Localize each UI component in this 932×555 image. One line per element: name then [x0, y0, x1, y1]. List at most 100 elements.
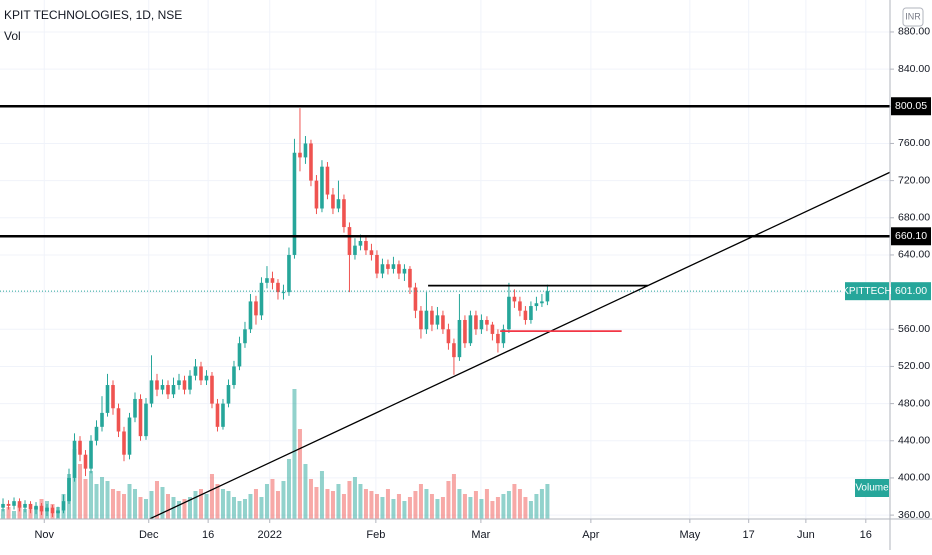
- volume-bar: [292, 389, 297, 519]
- y-tick-label: 480.00: [898, 397, 930, 409]
- candle-body: [78, 440, 82, 455]
- x-tick-label: Nov: [34, 529, 54, 541]
- volume-bar: [539, 489, 544, 519]
- candle-body: [23, 503, 27, 508]
- volume-bar: [490, 501, 495, 519]
- volume-bar: [23, 509, 28, 519]
- candle-body: [342, 199, 346, 228]
- candle-body: [56, 510, 60, 514]
- volume-bar: [462, 494, 467, 519]
- volume-bar: [413, 491, 418, 519]
- volume-bar: [440, 497, 445, 519]
- volume-bar: [270, 479, 275, 519]
- volume-bar: [319, 471, 324, 519]
- volume-bar: [12, 511, 17, 519]
- volume-bar: [484, 489, 489, 519]
- volume-bar: [132, 489, 137, 519]
- candle-body: [177, 380, 181, 386]
- candle-body: [298, 152, 302, 158]
- volume-bar: [451, 474, 456, 519]
- y-tick-label: 400.00: [898, 472, 930, 484]
- candle-body: [292, 152, 297, 255]
- volume-bar: [237, 501, 242, 519]
- axis: 360.00400.00440.00480.00520.00560.00600.…: [34, 26, 931, 541]
- volume-bar: [286, 459, 291, 519]
- candle-body: [1, 503, 5, 508]
- volume-bar: [226, 491, 231, 519]
- x-tick-label: Feb: [366, 529, 385, 541]
- candle-body: [45, 507, 49, 512]
- currency-box[interactable]: [902, 7, 924, 27]
- volume-bar: [111, 489, 116, 519]
- candle-body: [138, 398, 143, 437]
- volume-bar: [72, 449, 77, 519]
- candle-body: [430, 310, 434, 325]
- candle-body: [144, 403, 148, 437]
- candle-body: [391, 264, 396, 269]
- volume-bar: [308, 479, 313, 519]
- candle-body: [94, 426, 99, 441]
- volume-bar: [512, 484, 517, 519]
- currency: INR: [905, 11, 921, 21]
- y-tick-label: 640.00: [898, 249, 930, 261]
- candle-body: [446, 329, 451, 344]
- candle-body: [468, 315, 473, 344]
- candle-body: [419, 310, 423, 330]
- candle-body: [39, 505, 44, 512]
- candle-body: [199, 366, 203, 381]
- volume-label-box: [855, 479, 889, 497]
- candle-body: [424, 310, 429, 330]
- y-tick-label: 720.00: [898, 174, 930, 186]
- candle-body: [34, 505, 38, 510]
- candle-body: [314, 180, 319, 209]
- volume-bar: [127, 484, 132, 519]
- volume-bar: [468, 497, 473, 519]
- candle-body: [380, 264, 385, 274]
- volume-bar: [297, 429, 302, 519]
- candle-body: [215, 403, 220, 427]
- volume-bar: [545, 484, 550, 519]
- x-tick-label: Dec: [139, 529, 159, 541]
- volume-bar: [501, 494, 506, 519]
- volume-bar: [479, 499, 484, 519]
- volume-bar: [380, 497, 385, 519]
- candle-body: [83, 454, 88, 469]
- candle-body: [28, 503, 33, 510]
- candle-body: [67, 477, 71, 502]
- candle-body: [265, 278, 269, 283]
- candle-body: [254, 301, 258, 316]
- volume-bar: [314, 487, 319, 519]
- y-tick-label: 360.00: [898, 509, 930, 521]
- volume-bar: [473, 491, 478, 519]
- candle-body: [105, 385, 110, 413]
- candle-body: [479, 319, 484, 330]
- price-label: 601.00: [895, 285, 927, 297]
- price-label-box: [891, 282, 931, 301]
- volume-bar: [275, 491, 280, 519]
- volume-bar: [1, 509, 6, 519]
- candle-body: [325, 166, 330, 195]
- candle-body: [281, 292, 286, 294]
- volume-bar: [28, 510, 33, 519]
- volume-bar: [78, 464, 83, 519]
- y-tick-label: 560.00: [898, 323, 930, 335]
- candle-body: [413, 287, 418, 311]
- volume-bar: [187, 497, 192, 519]
- x-tick-label: Jun: [797, 529, 815, 541]
- candle-body: [50, 507, 55, 514]
- volume-bar: [198, 489, 203, 519]
- candle-body: [6, 503, 11, 506]
- symbol-label: KPITTECH: [842, 286, 891, 297]
- candle-body: [545, 291, 550, 302]
- candle-body: [204, 375, 209, 381]
- volume-bar: [83, 479, 88, 519]
- candle-body: [512, 296, 517, 302]
- candle-body: [408, 268, 412, 288]
- candle-body: [116, 408, 121, 432]
- volume-bar: [358, 484, 363, 519]
- volume-bar: [154, 481, 159, 519]
- x-tick-label: 2022: [257, 529, 281, 541]
- x-tick-label: 16: [202, 529, 214, 541]
- volume-bar: [242, 499, 247, 519]
